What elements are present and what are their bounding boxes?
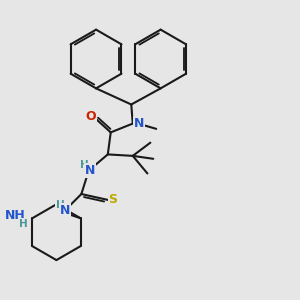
Text: O: O — [86, 110, 96, 123]
Text: N: N — [85, 164, 95, 177]
Text: N: N — [59, 204, 70, 217]
Text: H: H — [56, 200, 64, 210]
Text: N: N — [134, 117, 144, 130]
Text: S: S — [109, 194, 118, 206]
Text: H: H — [80, 160, 89, 170]
Text: NH: NH — [5, 209, 26, 222]
Text: H: H — [20, 218, 28, 229]
